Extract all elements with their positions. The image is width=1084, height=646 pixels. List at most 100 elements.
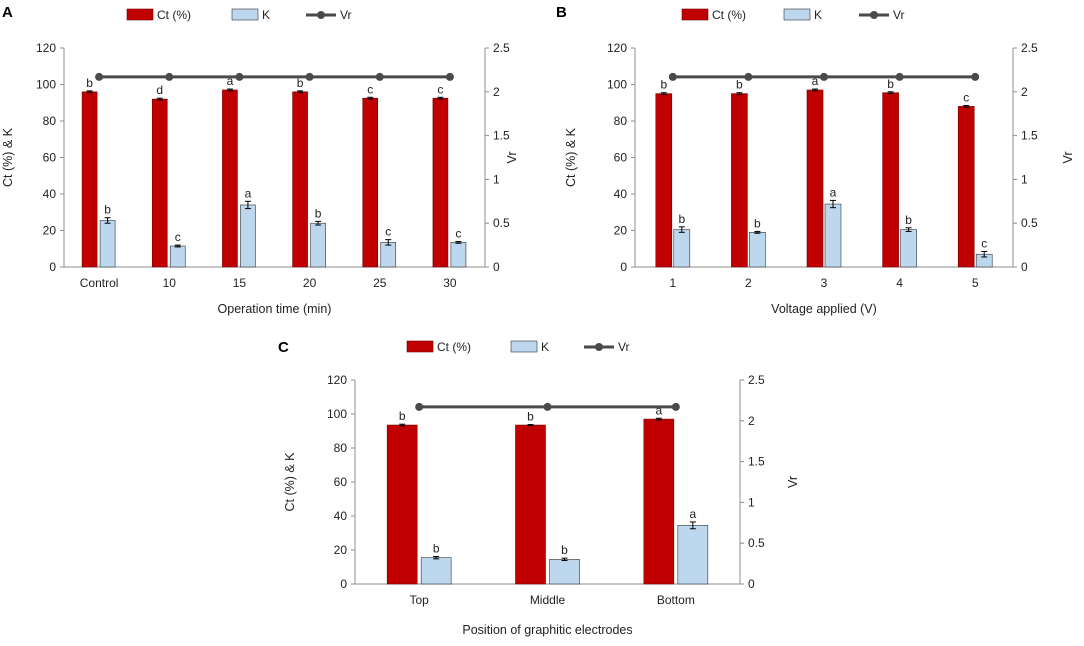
significance-label: b <box>660 78 667 92</box>
legend-label-k: K <box>262 8 270 22</box>
bar-ct <box>222 89 238 268</box>
bar-k <box>420 557 452 585</box>
x-axis-title: Voltage applied (V) <box>771 302 877 316</box>
y-left-tick-label: 120 <box>36 41 56 55</box>
legend: Ct (%) K Vr <box>681 8 905 22</box>
legend-label-ct: Ct (%) <box>437 340 471 354</box>
legend-swatch-ct <box>681 8 709 21</box>
y-right-tick-label: 2.5 <box>1021 41 1038 55</box>
y-axis-left-title: Ct (%) & K <box>283 452 297 512</box>
significance-label: c <box>963 90 969 104</box>
y-right-tick-label: 2.5 <box>748 373 765 387</box>
bar-ct <box>432 97 449 268</box>
y-right-tick-label: 1 <box>748 495 755 509</box>
legend-swatch-ct <box>406 340 434 353</box>
y-left-tick-label: 40 <box>334 509 348 523</box>
y-left-tick-label: 20 <box>43 224 57 238</box>
y-left-tick-label: 120 <box>607 41 627 55</box>
x-tick-label: Top <box>409 593 429 607</box>
y-left-tick-label: 120 <box>327 373 347 387</box>
legend-marker-vr <box>595 343 603 351</box>
vr-point <box>971 72 980 81</box>
vr-point <box>820 72 828 81</box>
bar-k <box>310 222 326 268</box>
vr-point <box>415 402 424 411</box>
vr-point <box>668 72 677 81</box>
x-tick-label: 20 <box>303 276 317 290</box>
significance-label: b <box>905 213 912 227</box>
significance-label: b <box>315 206 322 220</box>
bar-k <box>240 204 256 268</box>
y-right-tick-label: 0 <box>493 260 500 274</box>
vr-point <box>375 72 384 81</box>
legend-label-k: K <box>814 8 822 22</box>
y-axis-left-title: Ct (%) & K <box>564 127 578 187</box>
significance-label: b <box>561 543 568 557</box>
x-tick-label: 30 <box>443 276 457 290</box>
vr-point <box>895 72 904 81</box>
bar-ct <box>81 91 98 268</box>
vr-point <box>95 72 104 81</box>
y-left-tick-label: 60 <box>43 151 57 165</box>
bar-ct <box>643 418 675 585</box>
vr-point <box>543 402 552 411</box>
legend-label-vr: Vr <box>618 340 630 354</box>
vr-point <box>744 72 753 81</box>
significance-label: b <box>86 76 93 90</box>
significance-label: c <box>175 230 181 244</box>
y-left-tick-label: 40 <box>614 187 628 201</box>
vr-point <box>671 402 680 411</box>
vr-point <box>305 72 314 81</box>
significance-label: a <box>655 403 662 417</box>
bar-ct <box>362 97 379 268</box>
bar-ct <box>151 98 168 268</box>
y-right-tick-label: 1 <box>1021 172 1028 186</box>
significance-label: b <box>104 203 111 217</box>
significance-label: a <box>689 507 696 521</box>
bar-ct <box>957 106 975 268</box>
significance-label: a <box>245 186 252 200</box>
y-right-tick-label: 2 <box>748 414 755 428</box>
bar-ct <box>386 424 418 585</box>
x-tick-label: 10 <box>163 276 177 290</box>
y-right-tick-label: 0.5 <box>1021 216 1038 230</box>
y-axis-right-title: Vr <box>786 476 800 488</box>
x-tick-label: Control <box>80 276 119 290</box>
vr-point <box>165 72 174 81</box>
legend-label-ct: Ct (%) <box>157 8 191 22</box>
bar-k <box>900 229 917 268</box>
bar-k <box>450 242 467 268</box>
x-tick-label: Bottom <box>657 593 695 607</box>
bar-ct <box>731 93 748 268</box>
y-right-tick-label: 0 <box>748 577 755 591</box>
significance-label: d <box>156 83 163 97</box>
y-axis-right-title: Vr <box>505 151 519 163</box>
legend-label-ct: Ct (%) <box>712 8 746 22</box>
panel-letter: A <box>2 4 13 21</box>
y-axis-left-title: Ct (%) & K <box>1 127 15 187</box>
legend-label-vr: Vr <box>340 8 352 22</box>
y-left-tick-label: 40 <box>43 187 57 201</box>
bar-k <box>169 245 186 268</box>
significance-label: b <box>297 76 304 90</box>
legend-marker-vr <box>317 11 325 19</box>
y-right-tick-label: 0.5 <box>748 536 765 550</box>
bar-ct <box>515 424 546 585</box>
bar-ct <box>882 92 899 268</box>
y-left-tick-label: 0 <box>620 260 627 274</box>
legend-swatch-k <box>783 8 811 21</box>
significance-label: a <box>227 74 234 88</box>
y-left-tick-label: 100 <box>36 78 56 92</box>
x-tick-label: 4 <box>896 276 903 290</box>
bar-k <box>749 232 766 268</box>
significance-label: c <box>981 236 987 250</box>
x-tick-label: 3 <box>821 276 828 290</box>
legend-marker-vr <box>870 11 878 19</box>
chart-panel-b: B Ct (%) K Vr 0 20 40 60 80 100 120 0 0.5 1 1.5 2 2.5 Ct … <box>556 4 1075 316</box>
y-left-tick-label: 60 <box>334 475 348 489</box>
y-right-tick-label: 2 <box>493 85 500 99</box>
y-left-tick-label: 100 <box>327 407 347 421</box>
bar-k <box>673 229 691 268</box>
significance-label: b <box>736 78 743 92</box>
bar-ct <box>806 89 824 268</box>
